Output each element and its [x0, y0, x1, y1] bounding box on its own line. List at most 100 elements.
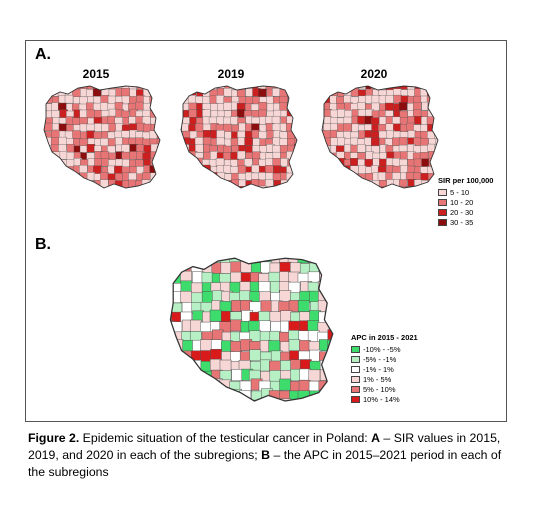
subregion	[317, 300, 330, 312]
subregion	[285, 123, 295, 132]
subregion	[182, 88, 191, 97]
subregion	[223, 116, 232, 126]
subregion	[157, 95, 160, 104]
subregion	[329, 172, 338, 182]
subregion	[79, 109, 88, 119]
sir-legend-item: 20 - 30	[438, 207, 493, 217]
subregion	[100, 187, 109, 188]
subregion	[328, 312, 333, 325]
subregion	[181, 86, 184, 91]
subregion	[180, 261, 193, 273]
subregion	[272, 172, 282, 182]
subregion	[280, 360, 292, 372]
subregion	[157, 145, 160, 155]
subregion	[72, 130, 81, 139]
subregion	[180, 280, 193, 293]
legend-swatch	[438, 188, 447, 196]
subregion	[65, 86, 74, 91]
subregion	[114, 187, 123, 188]
subregion	[45, 86, 54, 91]
subregion	[238, 86, 248, 90]
subregion	[294, 164, 297, 174]
subregion	[156, 86, 160, 90]
subregion	[230, 116, 239, 125]
subregion	[280, 158, 289, 167]
subregion	[170, 258, 175, 265]
subregion	[201, 389, 214, 401]
subregion	[297, 300, 310, 312]
subregion	[59, 172, 68, 181]
subregion	[319, 258, 332, 263]
map-subregions	[170, 258, 333, 401]
subregion	[414, 179, 423, 188]
subregion	[351, 179, 360, 188]
subregion	[434, 165, 438, 175]
apc-map	[169, 257, 334, 402]
subregion	[180, 390, 193, 401]
subregion	[149, 86, 159, 90]
subregion	[252, 187, 261, 188]
subregion	[293, 95, 297, 105]
subregion	[203, 179, 212, 188]
subregion	[323, 165, 333, 175]
subregion	[287, 187, 296, 188]
legend-swatch	[351, 365, 360, 373]
subregion	[257, 86, 267, 90]
subregion	[230, 261, 243, 274]
subregion	[322, 102, 324, 111]
subregion	[272, 88, 281, 97]
subregion	[279, 102, 288, 111]
subregion	[322, 180, 331, 188]
subregion	[66, 143, 76, 153]
subregion	[270, 399, 283, 401]
legend-swatch	[351, 395, 360, 403]
subregion	[343, 179, 352, 188]
subregion	[150, 158, 159, 167]
subregion	[59, 86, 68, 90]
subregion	[230, 186, 240, 188]
subregion	[170, 369, 183, 382]
subregion	[128, 187, 137, 188]
subregion	[202, 172, 211, 181]
subregion	[189, 172, 198, 181]
subregion	[337, 187, 346, 188]
subregion	[65, 180, 75, 188]
country-border	[169, 257, 334, 402]
subregion	[293, 152, 297, 161]
subregion	[329, 261, 333, 274]
map-subregions	[44, 86, 160, 188]
subregion	[195, 123, 204, 132]
subregion	[188, 165, 197, 174]
map-subregions	[322, 86, 438, 188]
subregion	[181, 180, 190, 188]
subregion	[156, 89, 160, 98]
subregion	[377, 172, 387, 181]
subregion	[249, 349, 262, 362]
subregion	[181, 158, 183, 168]
subregion	[273, 187, 283, 188]
sir-legend-item: 30 - 35	[438, 217, 493, 227]
apc-legend-title: APC in 2015 - 2021	[351, 333, 418, 342]
subregion	[203, 186, 212, 188]
apc-legend-item: 1% - 5%	[351, 374, 418, 384]
subregion	[44, 179, 54, 188]
subregion	[223, 186, 233, 188]
subregion	[269, 370, 282, 382]
subregion	[294, 159, 297, 169]
subregion	[385, 95, 394, 104]
apc-legend-item: 5% - 10%	[351, 384, 418, 394]
subregion	[258, 131, 267, 140]
subregion	[121, 187, 130, 188]
subregion	[182, 186, 192, 188]
subregion	[181, 258, 194, 265]
subregion	[66, 187, 75, 188]
sir-map-2019	[180, 85, 298, 189]
legend-label: 10 - 20	[450, 197, 474, 207]
subregion	[215, 158, 225, 167]
country-border	[43, 85, 161, 189]
subregion	[427, 124, 436, 133]
subregion	[64, 94, 74, 104]
subregion	[322, 152, 325, 162]
legend-swatch	[351, 355, 360, 363]
subregion	[58, 185, 68, 188]
